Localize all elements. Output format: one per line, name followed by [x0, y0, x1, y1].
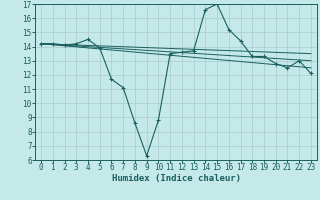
X-axis label: Humidex (Indice chaleur): Humidex (Indice chaleur) [111, 174, 241, 183]
